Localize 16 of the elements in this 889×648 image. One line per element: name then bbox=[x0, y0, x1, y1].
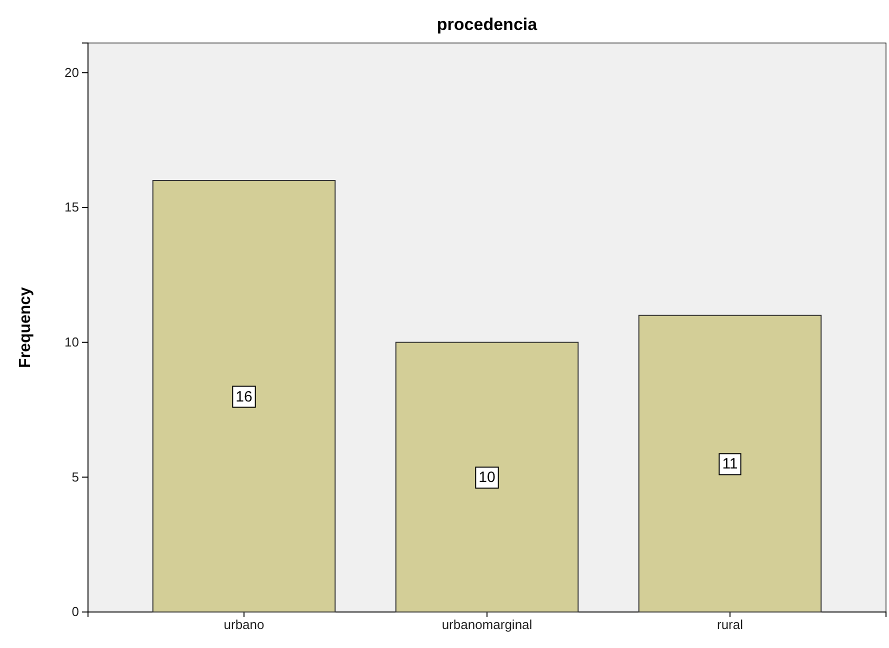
y-axis-title: Frequency bbox=[17, 286, 34, 368]
y-tick-label: 5 bbox=[72, 469, 79, 484]
bar bbox=[638, 314, 822, 612]
data-label: 16 bbox=[236, 388, 252, 406]
data-label: 10 bbox=[478, 469, 496, 486]
bar bbox=[395, 342, 579, 612]
x-tick-label: urbano bbox=[224, 617, 264, 632]
y-tick-label: 15 bbox=[64, 200, 79, 215]
y-tick-label: 10 bbox=[64, 334, 79, 350]
bar bbox=[152, 180, 336, 612]
data-label: 11 bbox=[722, 456, 738, 473]
x-tick-label: rural bbox=[716, 617, 744, 632]
y-tick-label: 20 bbox=[64, 64, 79, 80]
y-tick-label: 0 bbox=[72, 604, 79, 620]
chart-title: procedencia bbox=[436, 15, 538, 34]
x-tick-label: urbanomarginal bbox=[442, 617, 532, 632]
